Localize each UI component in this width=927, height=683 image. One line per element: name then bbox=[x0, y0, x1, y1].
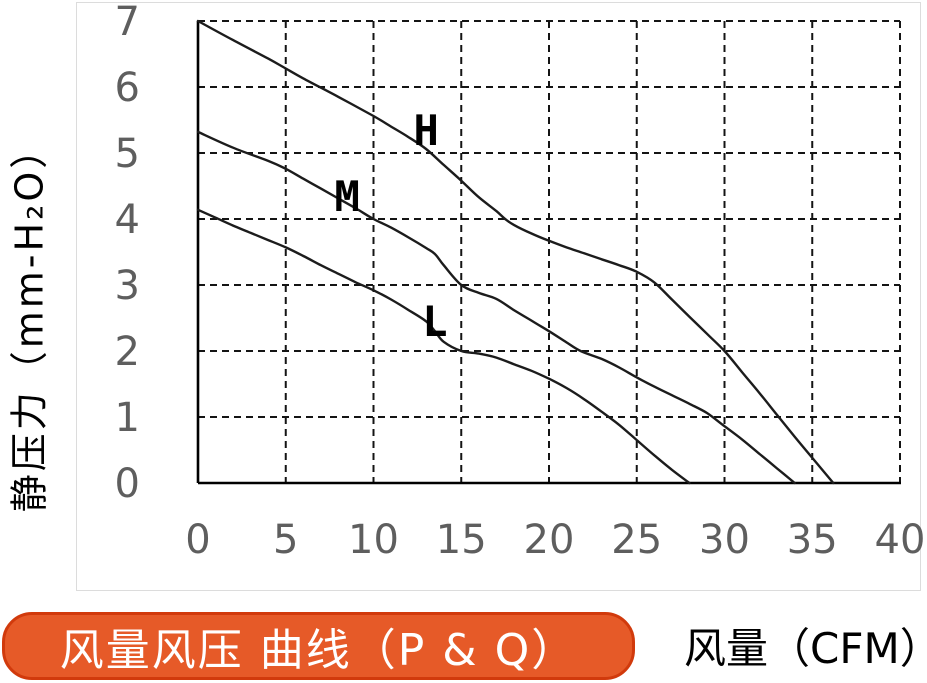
y-tick-label-5: 5 bbox=[115, 131, 140, 177]
y-tick-label-3: 3 bbox=[115, 263, 140, 309]
y-tick-label-7: 7 bbox=[115, 0, 140, 45]
x-tick-label-40: 40 bbox=[875, 517, 926, 563]
chart-panel bbox=[76, 2, 921, 591]
y-tick-label-0: 0 bbox=[115, 461, 140, 507]
curve-label-M: M bbox=[335, 172, 360, 221]
y-tick-label-4: 4 bbox=[115, 197, 140, 243]
pq-curve-chart: 0 5 10 15 20 25 30 35 40 0 1 2 3 4 5 6 7 H M L bbox=[115, 0, 926, 563]
curve-H bbox=[196, 19, 835, 485]
x-tick-label-0: 0 bbox=[185, 517, 210, 563]
x-axis-title: 风量（CFM） bbox=[684, 624, 927, 673]
x-tick-label-15: 15 bbox=[436, 517, 487, 563]
x-tick-label-25: 25 bbox=[611, 517, 662, 563]
curve-label-L: L bbox=[422, 297, 447, 346]
y-tick-label-2: 2 bbox=[115, 329, 140, 375]
x-tick-label-5: 5 bbox=[273, 517, 298, 563]
chart-title-badge-label: 风量风压 曲线（P & Q） bbox=[59, 625, 578, 676]
curve-label-H: H bbox=[414, 106, 439, 155]
y-tick-label-6: 6 bbox=[115, 65, 140, 111]
x-tick-label-30: 30 bbox=[699, 517, 750, 563]
curve-L bbox=[196, 208, 691, 485]
chart-title-badge: 风量风压 曲线（P & Q） bbox=[2, 612, 635, 680]
x-tick-label-20: 20 bbox=[524, 517, 575, 563]
y-tick-label-1: 1 bbox=[115, 395, 140, 441]
curve-M bbox=[196, 130, 796, 485]
x-tick-label-35: 35 bbox=[787, 517, 838, 563]
x-tick-label-10: 10 bbox=[348, 517, 399, 563]
y-axis-title: 静压力（mm-H₂O） bbox=[7, 127, 52, 513]
